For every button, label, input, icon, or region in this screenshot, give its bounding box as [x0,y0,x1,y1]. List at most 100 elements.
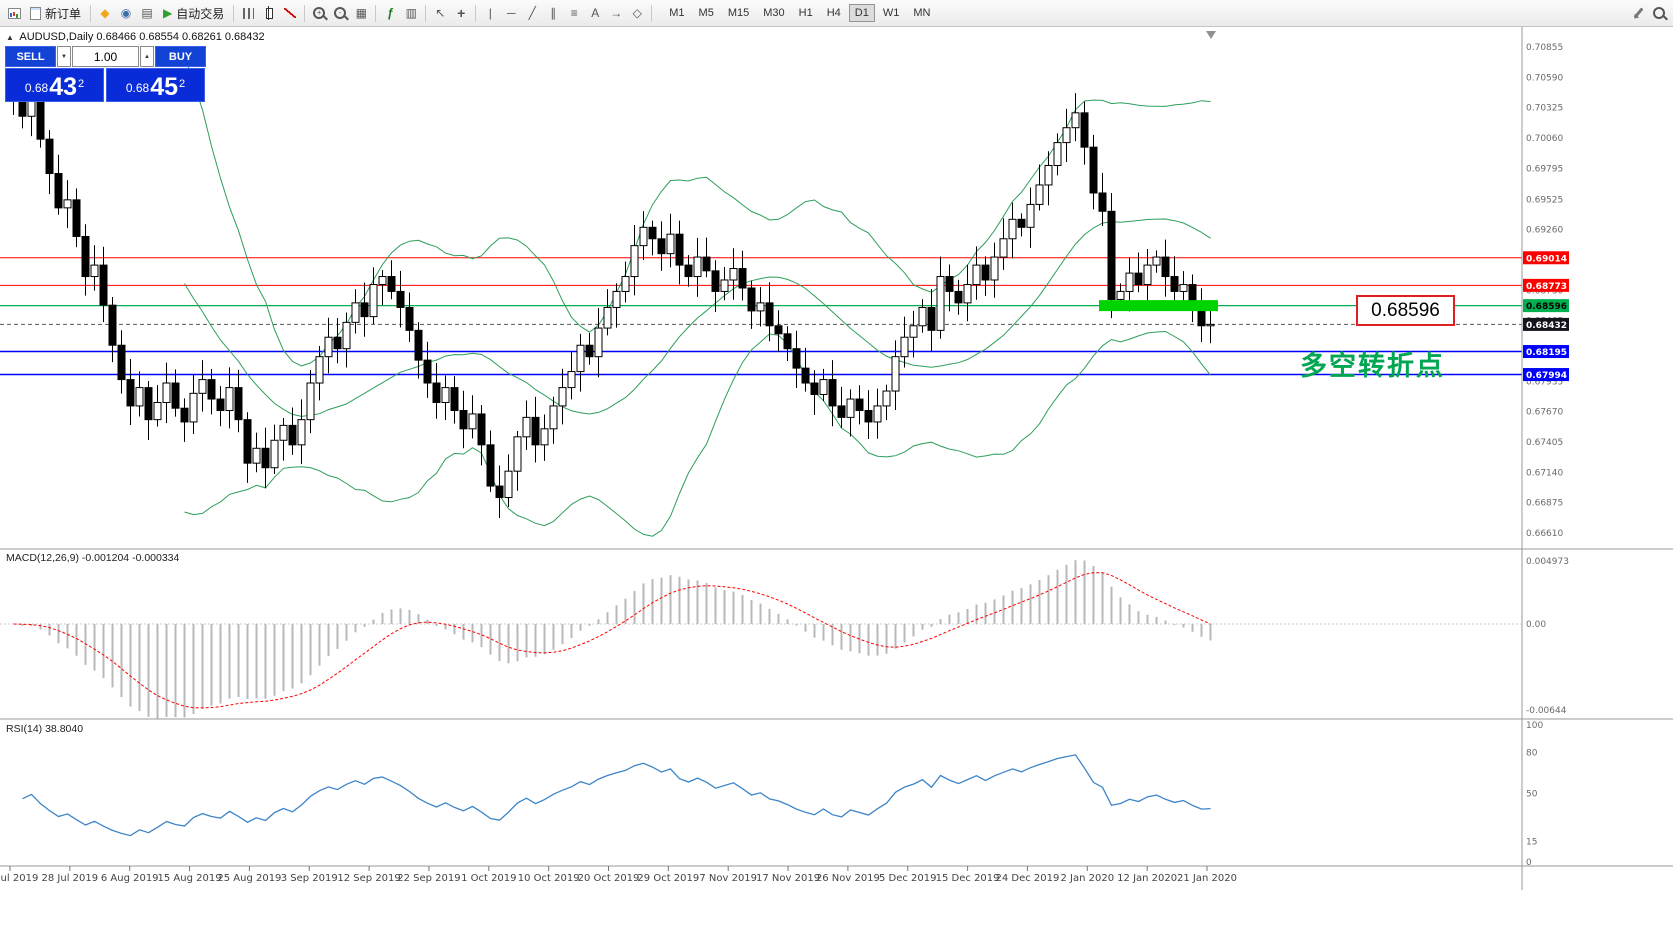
svg-text:0.67670: 0.67670 [1526,408,1563,418]
new-order-button[interactable]: 新订单 [25,3,86,24]
timeframe-w1[interactable]: W1 [882,7,900,19]
arrow-tool-icon[interactable]: → [610,6,623,20]
price-axis: 0.70855 0.70590 0.70325 0.70060 0.69795 0.695… [1521,27,1569,890]
search-icon[interactable] [1649,4,1669,23]
svg-text:0.70590: 0.70590 [1526,73,1563,83]
svg-text:18 Jul 2019: 18 Jul 2019 [0,873,38,884]
svg-text:0.67935: 0.67935 [1526,377,1563,387]
svg-text:21 Jan 2020: 21 Jan 2020 [1177,873,1237,884]
symbol-label: AUDUSD,Daily [19,31,94,43]
buy-price-sup: 2 [179,78,186,90]
shift-marker[interactable] [1206,31,1216,39]
buy-price-display[interactable]: 0.68 45 2 [106,68,205,102]
svg-text:0.69525: 0.69525 [1526,195,1563,205]
separator [475,4,477,22]
vertical-line-tool-icon[interactable]: | [488,6,492,20]
svg-text:15 Aug 2019: 15 Aug 2019 [158,873,222,884]
sell-price-big: 43 [49,73,78,101]
rsi-header: RSI(14) 38.8040 [6,723,84,735]
svg-text:0.70325: 0.70325 [1526,104,1563,114]
accounts-icon[interactable]: ◉ [120,6,132,20]
svg-text:0.68195: 0.68195 [1526,348,1567,358]
volume-increase-button[interactable]: ▲ [140,46,154,67]
highlight-segment[interactable] [1099,300,1218,312]
metaquotes-icon[interactable]: ◆ [100,6,110,20]
svg-text:0: 0 [1526,858,1532,868]
auto-trading-label: 自动交易 [176,6,225,21]
grid-icon[interactable]: ▦ [355,6,367,20]
svg-text:0.67140: 0.67140 [1526,468,1563,478]
timeframe-m30[interactable]: M30 [763,7,785,19]
separator [90,4,92,22]
buy-price-prefix: 0.68 [125,81,150,95]
channel-tool-icon[interactable]: ∥ [550,6,557,20]
svg-text:0.69260: 0.69260 [1526,226,1563,236]
svg-text:22 Sep 2019: 22 Sep 2019 [397,873,460,884]
bar-chart-icon[interactable] [238,4,258,23]
svg-text:1 Oct 2019: 1 Oct 2019 [461,873,516,884]
line-chart-icon[interactable] [280,4,300,23]
crosshair-icon[interactable]: + [457,5,466,21]
separator [233,4,235,22]
timeframe-group: M1 M5 M15 M30 H1 H4 D1 W1 MN [662,4,937,22]
trendline-tool-icon[interactable]: ╱ [528,6,536,20]
svg-text:0.70855: 0.70855 [1526,43,1563,53]
volume-decrease-button[interactable]: ▼ [57,46,71,67]
zoom-out-icon[interactable]: - [330,4,350,23]
timeframe-h4[interactable]: H4 [826,7,841,19]
timeframe-d1[interactable]: D1 [848,4,875,22]
edit-icon[interactable] [1628,4,1648,23]
fibonacci-tool-icon[interactable]: ≡ [570,6,578,20]
news-icon[interactable]: ▤ [141,6,153,20]
chart-window-icon[interactable] [4,4,24,23]
symbol-ohlc-bar: ▲ AUDUSD,Daily 0.68466 0.68554 0.68261 0… [6,31,265,43]
horizontal-line-tool-icon[interactable]: ─ [507,6,516,20]
svg-text:3 Sep 2019: 3 Sep 2019 [281,873,338,884]
svg-text:6 Aug 2019: 6 Aug 2019 [101,873,159,884]
svg-text:29 Oct 2019: 29 Oct 2019 [637,873,699,884]
sell-price-prefix: 0.68 [24,81,49,95]
svg-text:0.68432: 0.68432 [1526,321,1567,331]
play-icon: ▶ [163,6,173,20]
svg-text:0.68596: 0.68596 [1526,302,1567,312]
auto-trading-button[interactable]: ▶ 自动交易 [158,3,229,24]
sell-button[interactable]: SELL [5,46,56,67]
svg-text:15 Dec 2019: 15 Dec 2019 [936,873,1000,884]
candlestick-chart-icon[interactable] [259,4,279,23]
separator [375,4,377,22]
volume-input[interactable] [72,46,139,67]
zoom-in-icon[interactable]: + [309,4,329,23]
cursor-icon[interactable]: ↖ [435,6,446,20]
svg-text:0.69014: 0.69014 [1526,254,1567,264]
new-order-label: 新订单 [45,6,82,21]
buy-price-big: 45 [150,73,179,101]
shapes-tool-icon[interactable]: ◇ [632,6,642,20]
candles-layer [9,72,1215,519]
indicators-icon[interactable]: ƒ [386,6,394,20]
svg-text:100: 100 [1526,721,1543,731]
timeframe-m15[interactable]: M15 [727,7,750,19]
timeframe-mn[interactable]: MN [913,7,931,19]
sell-price-display[interactable]: 0.68 43 2 [5,68,104,102]
svg-text:50: 50 [1526,790,1538,800]
svg-text:0.67994: 0.67994 [1526,371,1567,381]
timeframe-m5[interactable]: M5 [698,7,714,19]
svg-text:0.70060: 0.70060 [1526,134,1563,144]
buy-button[interactable]: BUY [155,46,206,67]
svg-text:0.66875: 0.66875 [1526,499,1563,509]
cn-note-text: 多空转折点 [1300,351,1445,381]
svg-text:24 Dec 2019: 24 Dec 2019 [996,873,1060,884]
text-tool-icon[interactable]: A [591,6,600,20]
svg-text:5 Dec 2019: 5 Dec 2019 [879,873,937,884]
timeframe-h1[interactable]: H1 [798,7,813,19]
svg-text:0.66610: 0.66610 [1526,529,1563,539]
price-callout[interactable]: 0.68596 [1356,295,1455,326]
collapse-icon[interactable]: ▲ [6,33,14,42]
objects-list-icon[interactable]: ▥ [405,6,417,20]
svg-text:80: 80 [1526,748,1538,758]
timeframe-m1[interactable]: M1 [669,7,685,19]
separator [651,4,653,22]
separator [304,4,306,22]
svg-text:12 Jan 2020: 12 Jan 2020 [1117,873,1177,884]
